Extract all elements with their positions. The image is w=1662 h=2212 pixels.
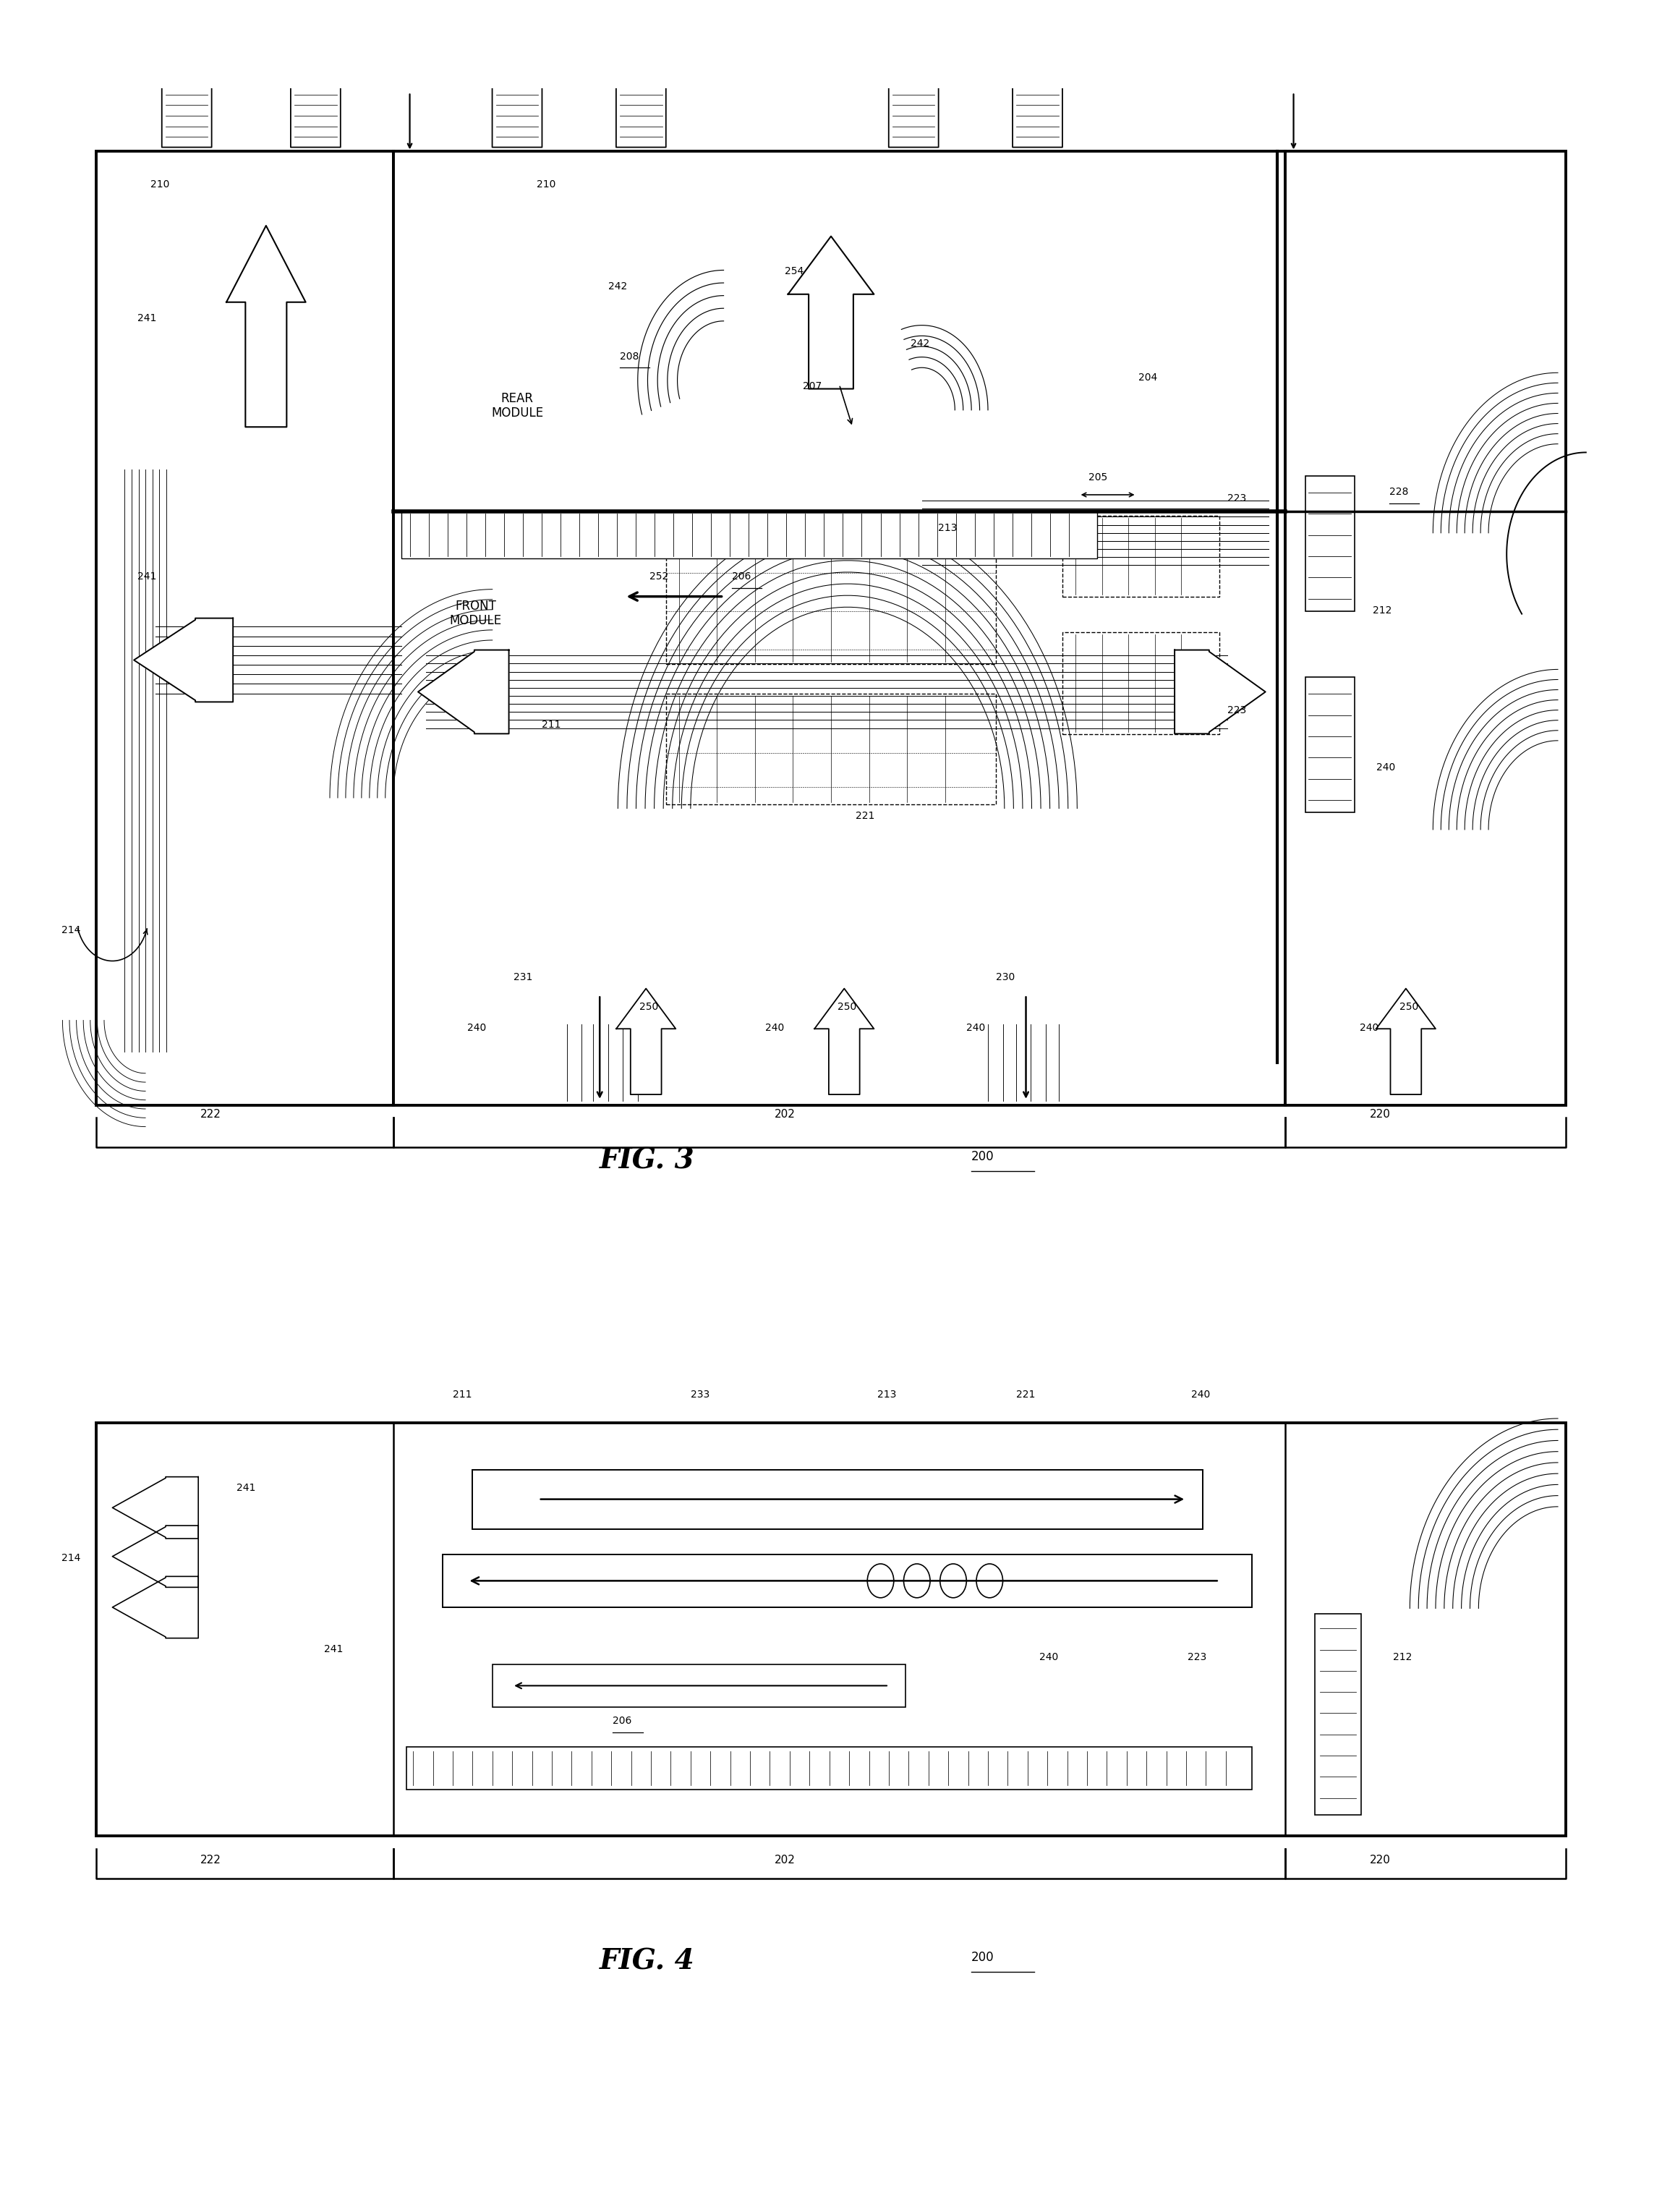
Text: 240: 240 — [1360, 1022, 1378, 1033]
Polygon shape — [989, 0, 1085, 148]
Text: 240: 240 — [1192, 1389, 1210, 1400]
Text: 207: 207 — [803, 380, 823, 392]
Polygon shape — [113, 1526, 198, 1588]
Text: 204: 204 — [1138, 372, 1157, 383]
Text: 220: 220 — [1369, 1108, 1391, 1119]
Text: 222: 222 — [199, 1108, 221, 1119]
Bar — [666, 695, 996, 805]
Text: 212: 212 — [1373, 606, 1391, 615]
Polygon shape — [226, 226, 306, 427]
Bar — [442, 1555, 1251, 1608]
Polygon shape — [1175, 650, 1265, 734]
Text: 240: 240 — [765, 1022, 784, 1033]
Text: 241: 241 — [236, 1482, 256, 1493]
Text: 202: 202 — [774, 1856, 796, 1867]
Text: 200: 200 — [971, 1150, 994, 1164]
Text: 213: 213 — [878, 1389, 896, 1400]
Text: 252: 252 — [650, 571, 668, 582]
Polygon shape — [135, 617, 233, 701]
Polygon shape — [1376, 989, 1436, 1095]
Text: 241: 241 — [138, 314, 156, 323]
Polygon shape — [419, 650, 509, 734]
Bar — [407, 1747, 1251, 1790]
Bar — [666, 542, 996, 664]
Bar — [394, 150, 1285, 1106]
Text: FRONT
MODULE: FRONT MODULE — [450, 599, 502, 628]
Polygon shape — [814, 989, 874, 1095]
Polygon shape — [469, 0, 565, 148]
Bar — [402, 511, 1097, 557]
Text: 250: 250 — [838, 1002, 856, 1011]
Text: 206: 206 — [613, 1717, 632, 1725]
Text: 254: 254 — [784, 265, 804, 276]
Bar — [96, 1422, 1566, 1836]
Bar — [1305, 677, 1355, 812]
Text: 221: 221 — [1015, 1389, 1035, 1400]
Text: 240: 240 — [967, 1022, 986, 1033]
Text: 228: 228 — [1389, 487, 1408, 498]
Text: REAR
MODULE: REAR MODULE — [490, 392, 543, 420]
Bar — [1285, 150, 1566, 1106]
Text: 220: 220 — [1369, 1856, 1391, 1867]
Text: 202: 202 — [774, 1108, 796, 1119]
Text: 240: 240 — [1376, 763, 1394, 772]
Text: 231: 231 — [514, 971, 534, 982]
Text: 241: 241 — [138, 571, 156, 582]
Polygon shape — [617, 989, 676, 1095]
Bar — [1062, 515, 1220, 597]
Text: 221: 221 — [856, 812, 874, 821]
Polygon shape — [788, 237, 874, 389]
Text: 250: 250 — [640, 1002, 658, 1011]
Text: 242: 242 — [608, 281, 627, 292]
Text: 208: 208 — [620, 352, 638, 361]
Text: 213: 213 — [939, 522, 957, 533]
Text: 211: 211 — [542, 719, 562, 730]
Text: 214: 214 — [61, 925, 80, 936]
Text: 205: 205 — [1089, 471, 1107, 482]
Polygon shape — [113, 1478, 198, 1540]
Polygon shape — [268, 0, 364, 148]
Bar — [1062, 633, 1220, 734]
Polygon shape — [593, 0, 690, 148]
Text: 230: 230 — [996, 971, 1015, 982]
Bar — [492, 1663, 906, 1708]
Text: 223: 223 — [1188, 1652, 1207, 1663]
Text: 241: 241 — [324, 1644, 342, 1655]
Text: 233: 233 — [691, 1389, 710, 1400]
Bar — [96, 150, 394, 1106]
Text: 206: 206 — [731, 571, 751, 582]
Text: 223: 223 — [1228, 706, 1246, 714]
Text: FIG. 3: FIG. 3 — [600, 1148, 695, 1175]
Text: 242: 242 — [911, 338, 929, 349]
Text: 210: 210 — [150, 179, 170, 190]
Bar — [472, 1469, 1203, 1528]
Text: 214: 214 — [61, 1553, 80, 1564]
Text: 250: 250 — [1399, 1002, 1418, 1011]
Text: 200: 200 — [971, 1951, 994, 1964]
Text: 240: 240 — [467, 1022, 487, 1033]
Bar — [1315, 1613, 1361, 1816]
Text: 240: 240 — [1039, 1652, 1059, 1663]
Text: FIG. 4: FIG. 4 — [600, 1949, 695, 1975]
Polygon shape — [866, 0, 962, 148]
Bar — [1305, 476, 1355, 611]
Text: 223: 223 — [1228, 493, 1246, 504]
Polygon shape — [140, 0, 234, 148]
Text: 210: 210 — [537, 179, 557, 190]
Text: 212: 212 — [1393, 1652, 1411, 1663]
Text: 211: 211 — [452, 1389, 472, 1400]
Text: 222: 222 — [199, 1856, 221, 1867]
Polygon shape — [113, 1577, 198, 1639]
